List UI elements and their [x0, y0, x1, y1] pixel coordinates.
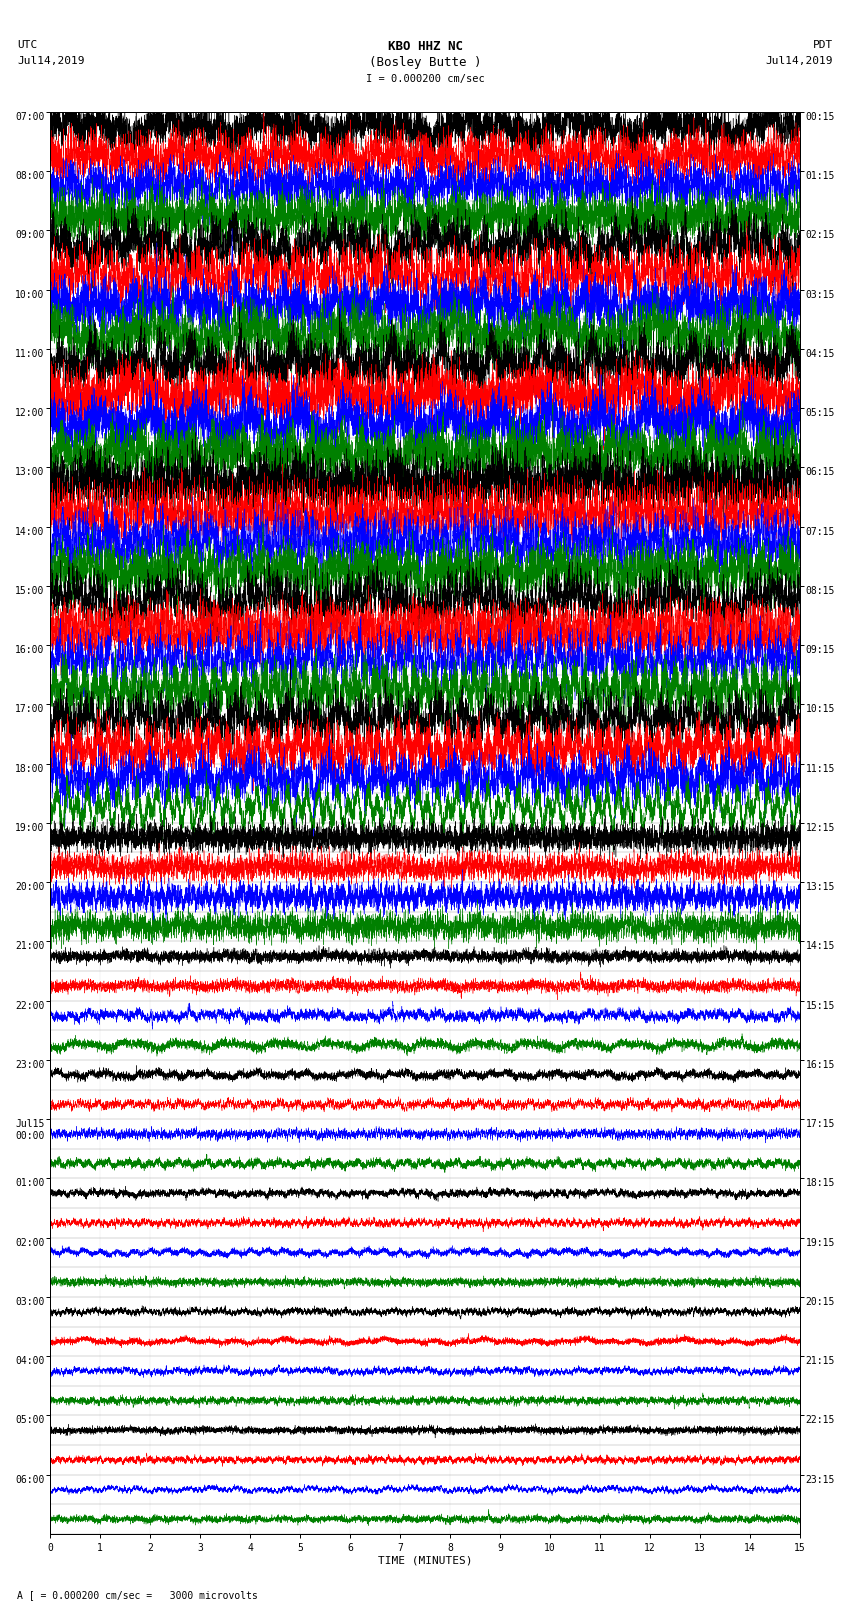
Text: PDT: PDT	[813, 40, 833, 50]
Text: UTC: UTC	[17, 40, 37, 50]
Text: Jul14,2019: Jul14,2019	[766, 56, 833, 66]
Text: I = 0.000200 cm/sec: I = 0.000200 cm/sec	[366, 74, 484, 84]
Text: A [ = 0.000200 cm/sec =   3000 microvolts: A [ = 0.000200 cm/sec = 3000 microvolts	[17, 1590, 258, 1600]
Text: Jul14,2019: Jul14,2019	[17, 56, 84, 66]
Text: (Bosley Butte ): (Bosley Butte )	[369, 56, 481, 69]
Text: KBO HHZ NC: KBO HHZ NC	[388, 40, 462, 53]
X-axis label: TIME (MINUTES): TIME (MINUTES)	[377, 1557, 473, 1566]
